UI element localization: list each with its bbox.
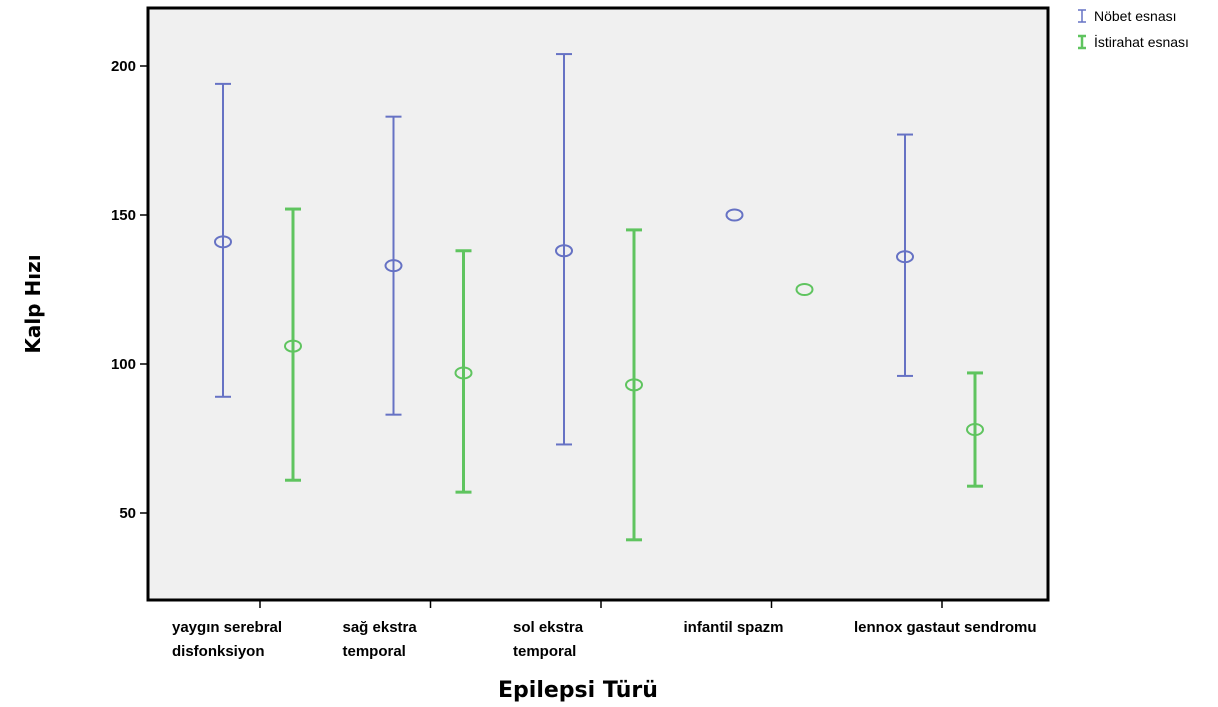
x-category-label: sağ ekstra temporal	[343, 619, 418, 660]
mean-marker	[966, 423, 984, 437]
legend-label: İstirahat esnası	[1094, 33, 1189, 50]
mean-marker	[625, 378, 643, 392]
plot-area	[146, 6, 1050, 602]
y-axis: 50 100 150 200	[111, 58, 148, 522]
legend-label: Nöbet esnası	[1094, 8, 1177, 24]
mean-marker	[555, 244, 573, 258]
x-category-label: infantil spazm	[684, 619, 784, 636]
y-tick-label-100: 100	[111, 356, 136, 373]
mean-marker	[896, 250, 914, 264]
y-tick-label-200: 200	[111, 58, 136, 75]
mean-marker	[454, 366, 473, 380]
mean-marker	[795, 283, 814, 296]
series-1	[284, 207, 984, 542]
y-tick-label-150: 150	[111, 207, 136, 224]
y-tick-label-50: 50	[119, 505, 136, 522]
legend: Nöbet esnası İstirahat esnası	[1078, 8, 1189, 50]
series-0	[214, 53, 914, 446]
x-axis: yaygın serebral disfonksiyon sağ ekstra tem…	[172, 600, 1037, 660]
mean-marker	[284, 339, 302, 353]
data-marks	[214, 53, 984, 542]
x-category-label: yaygın serebral disfonksiyon	[172, 619, 282, 660]
y-axis-title: Kalp Hızı	[21, 254, 45, 353]
x-category-label: sol ekstra temporal	[513, 619, 584, 660]
mean-marker	[384, 259, 403, 273]
mean-marker	[214, 235, 232, 249]
x-category-label: lennox gastaut sendromu	[854, 619, 1037, 636]
mean-marker	[725, 208, 744, 222]
x-axis-title: Epilepsi Türü	[498, 678, 658, 703]
